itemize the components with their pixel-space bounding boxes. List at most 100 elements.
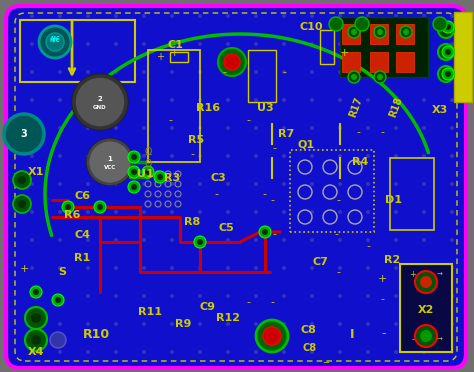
Circle shape xyxy=(86,126,90,130)
Circle shape xyxy=(97,204,103,210)
Text: X2: X2 xyxy=(418,305,434,315)
Circle shape xyxy=(422,154,426,158)
Circle shape xyxy=(170,238,174,242)
Circle shape xyxy=(394,154,398,158)
Circle shape xyxy=(422,70,426,74)
Circle shape xyxy=(13,195,31,213)
Circle shape xyxy=(142,42,146,46)
Circle shape xyxy=(338,210,342,214)
Circle shape xyxy=(282,350,286,354)
Text: -: - xyxy=(380,127,384,137)
Text: R8: R8 xyxy=(184,217,200,227)
Circle shape xyxy=(422,266,426,270)
Circle shape xyxy=(450,210,454,214)
Text: R17: R17 xyxy=(348,96,365,119)
Text: R7: R7 xyxy=(278,129,294,139)
Circle shape xyxy=(254,98,258,102)
Circle shape xyxy=(198,322,202,326)
Circle shape xyxy=(58,42,62,46)
Circle shape xyxy=(86,238,90,242)
Circle shape xyxy=(394,42,398,46)
Circle shape xyxy=(366,98,370,102)
Circle shape xyxy=(338,154,342,158)
Text: _: _ xyxy=(324,353,328,363)
Circle shape xyxy=(422,42,426,46)
Bar xyxy=(320,30,334,64)
Circle shape xyxy=(128,166,140,178)
Circle shape xyxy=(58,322,62,326)
Circle shape xyxy=(31,335,41,345)
Circle shape xyxy=(450,238,454,242)
Bar xyxy=(370,52,388,72)
Circle shape xyxy=(394,182,398,186)
Circle shape xyxy=(86,182,90,186)
Circle shape xyxy=(422,350,426,354)
Circle shape xyxy=(450,126,454,130)
Circle shape xyxy=(154,171,166,183)
Circle shape xyxy=(338,238,342,242)
Circle shape xyxy=(282,70,286,74)
Circle shape xyxy=(218,48,246,76)
Text: 2: 2 xyxy=(98,96,102,102)
Circle shape xyxy=(366,294,370,298)
Circle shape xyxy=(394,266,398,270)
Circle shape xyxy=(170,42,174,46)
Text: D1: D1 xyxy=(385,195,402,205)
Circle shape xyxy=(422,14,426,18)
Text: X3: X3 xyxy=(432,105,448,115)
Text: C5: C5 xyxy=(218,223,234,233)
Circle shape xyxy=(445,24,451,30)
Circle shape xyxy=(351,74,357,80)
Text: +: + xyxy=(410,270,417,279)
Circle shape xyxy=(142,294,146,298)
Circle shape xyxy=(170,70,174,74)
Circle shape xyxy=(58,182,62,186)
Circle shape xyxy=(338,350,342,354)
Circle shape xyxy=(282,266,286,270)
Text: C9: C9 xyxy=(199,302,215,312)
Circle shape xyxy=(114,42,118,46)
Circle shape xyxy=(400,26,412,38)
Circle shape xyxy=(142,154,146,158)
Circle shape xyxy=(30,182,34,186)
Circle shape xyxy=(310,182,314,186)
Text: -: - xyxy=(214,189,218,199)
Text: -: - xyxy=(380,294,384,304)
Text: Ω: Ω xyxy=(144,159,152,169)
Text: →: → xyxy=(437,337,443,343)
Circle shape xyxy=(338,70,342,74)
Circle shape xyxy=(366,182,370,186)
Circle shape xyxy=(170,294,174,298)
Text: C7: C7 xyxy=(312,257,328,267)
Text: -: - xyxy=(366,241,370,251)
Circle shape xyxy=(142,238,146,242)
Circle shape xyxy=(442,46,454,58)
Circle shape xyxy=(194,236,206,248)
Circle shape xyxy=(254,182,258,186)
Bar xyxy=(170,52,188,62)
Circle shape xyxy=(394,322,398,326)
Text: R6: R6 xyxy=(64,210,80,220)
Circle shape xyxy=(422,210,426,214)
Circle shape xyxy=(366,126,370,130)
Circle shape xyxy=(226,322,230,326)
Circle shape xyxy=(58,210,62,214)
Circle shape xyxy=(114,70,118,74)
Circle shape xyxy=(114,98,118,102)
Circle shape xyxy=(198,182,202,186)
Circle shape xyxy=(13,171,31,189)
Circle shape xyxy=(128,181,140,193)
Text: →: → xyxy=(437,272,443,278)
Circle shape xyxy=(254,238,258,242)
Circle shape xyxy=(338,182,342,186)
Bar xyxy=(248,50,276,102)
Circle shape xyxy=(198,238,202,242)
Circle shape xyxy=(170,126,174,130)
Circle shape xyxy=(4,114,44,154)
Text: U1: U1 xyxy=(137,169,154,179)
Text: -: - xyxy=(190,149,194,159)
Text: -: - xyxy=(246,297,250,307)
Circle shape xyxy=(18,200,26,208)
Circle shape xyxy=(170,98,174,102)
Circle shape xyxy=(58,98,62,102)
